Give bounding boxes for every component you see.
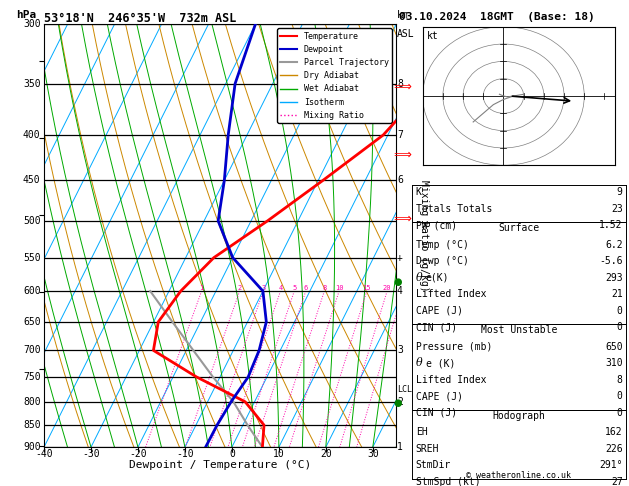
Text: e(K): e(K): [426, 273, 449, 283]
Text: 750: 750: [23, 372, 40, 382]
Text: Pressure (mb): Pressure (mb): [416, 342, 492, 352]
Text: Most Unstable: Most Unstable: [481, 325, 557, 335]
Text: 4: 4: [397, 286, 403, 296]
Text: 8: 8: [397, 79, 403, 88]
Text: 9: 9: [617, 187, 623, 197]
Text: -10: -10: [176, 449, 194, 459]
Text: SREH: SREH: [416, 444, 439, 454]
Text: Lifted Index: Lifted Index: [416, 289, 486, 299]
Text: 850: 850: [23, 420, 40, 430]
Text: e (K): e (K): [426, 358, 455, 368]
Text: 2: 2: [238, 285, 242, 291]
Text: 23: 23: [611, 204, 623, 214]
Text: Mixing Ratio (g/kg): Mixing Ratio (g/kg): [420, 180, 430, 292]
Text: CAPE (J): CAPE (J): [416, 306, 463, 316]
Text: 300: 300: [23, 19, 40, 29]
Text: 8: 8: [617, 375, 623, 385]
Text: 3: 3: [397, 346, 403, 355]
Text: 900: 900: [23, 442, 40, 452]
Text: 2: 2: [397, 397, 403, 407]
Text: StmSpd (kt): StmSpd (kt): [416, 477, 481, 486]
Text: ASL: ASL: [397, 29, 415, 38]
Text: 10: 10: [335, 285, 343, 291]
Text: 293: 293: [605, 273, 623, 283]
Text: 4: 4: [279, 285, 282, 291]
Text: -30: -30: [82, 449, 100, 459]
Text: Surface: Surface: [498, 223, 540, 233]
Text: 650: 650: [23, 317, 40, 327]
Text: © weatheronline.co.uk: © weatheronline.co.uk: [467, 471, 571, 480]
Text: 310: 310: [605, 358, 623, 368]
Text: Temp (°C): Temp (°C): [416, 240, 469, 250]
Text: 0: 0: [617, 391, 623, 401]
Text: Dewp (°C): Dewp (°C): [416, 256, 469, 266]
Text: 450: 450: [23, 175, 40, 185]
Text: 8: 8: [322, 285, 326, 291]
Text: 700: 700: [23, 346, 40, 355]
Text: hPa: hPa: [16, 10, 36, 20]
Text: 500: 500: [23, 216, 40, 226]
Text: 3: 3: [261, 285, 265, 291]
Text: 1: 1: [397, 442, 403, 452]
Text: 600: 600: [23, 286, 40, 296]
Text: 650: 650: [605, 342, 623, 352]
Text: StmDir: StmDir: [416, 460, 451, 470]
Text: 0: 0: [617, 306, 623, 316]
Text: Totals Totals: Totals Totals: [416, 204, 492, 214]
Text: 350: 350: [23, 79, 40, 88]
Text: 5: 5: [292, 285, 296, 291]
Text: 20: 20: [320, 449, 331, 459]
Text: Hodograph: Hodograph: [493, 411, 545, 421]
Text: 400: 400: [23, 130, 40, 140]
X-axis label: Dewpoint / Temperature (°C): Dewpoint / Temperature (°C): [129, 460, 311, 469]
Text: 03.10.2024  18GMT  (Base: 18): 03.10.2024 18GMT (Base: 18): [399, 12, 595, 22]
Text: K: K: [416, 187, 421, 197]
Text: 6: 6: [304, 285, 308, 291]
Text: -5.6: -5.6: [599, 256, 623, 266]
Text: 20: 20: [383, 285, 391, 291]
Text: 15: 15: [362, 285, 371, 291]
Text: ●: ●: [393, 277, 402, 287]
Text: 1: 1: [199, 285, 204, 291]
Text: 162: 162: [605, 427, 623, 437]
Text: 6: 6: [397, 175, 403, 185]
Legend: Temperature, Dewpoint, Parcel Trajectory, Dry Adiabat, Wet Adiabat, Isotherm, Mi: Temperature, Dewpoint, Parcel Trajectory…: [277, 29, 392, 123]
Text: 0: 0: [229, 449, 235, 459]
Text: CAPE (J): CAPE (J): [416, 391, 463, 401]
Text: CIN (J): CIN (J): [416, 322, 457, 332]
Text: 27: 27: [611, 477, 623, 486]
Text: 0: 0: [617, 408, 623, 418]
Text: Lifted Index: Lifted Index: [416, 375, 486, 385]
Text: 291°: 291°: [599, 460, 623, 470]
Text: 550: 550: [23, 253, 40, 262]
Text: -20: -20: [129, 449, 147, 459]
Text: kt: kt: [426, 31, 438, 41]
Text: EH: EH: [416, 427, 428, 437]
Text: 0: 0: [617, 322, 623, 332]
Text: ⟹: ⟹: [393, 149, 411, 162]
Text: 30: 30: [367, 449, 379, 459]
Text: θ: θ: [416, 358, 423, 368]
Text: 53°18'N  246°35'W  732m ASL: 53°18'N 246°35'W 732m ASL: [44, 12, 237, 25]
Text: km: km: [397, 10, 409, 20]
Text: θ: θ: [416, 273, 423, 283]
Text: 226: 226: [605, 444, 623, 454]
Text: 10: 10: [273, 449, 285, 459]
Text: 6.2: 6.2: [605, 240, 623, 250]
Text: ⟹: ⟹: [393, 212, 411, 225]
Text: LCL: LCL: [397, 385, 412, 394]
Text: 21: 21: [611, 289, 623, 299]
Text: 7: 7: [397, 130, 403, 140]
Text: 800: 800: [23, 397, 40, 407]
Text: +: +: [397, 253, 403, 262]
Text: -40: -40: [35, 449, 53, 459]
Text: CIN (J): CIN (J): [416, 408, 457, 418]
Text: ●: ●: [393, 399, 402, 408]
Text: PW (cm): PW (cm): [416, 220, 457, 230]
Text: ⟹: ⟹: [393, 81, 411, 94]
Text: 1.52: 1.52: [599, 220, 623, 230]
